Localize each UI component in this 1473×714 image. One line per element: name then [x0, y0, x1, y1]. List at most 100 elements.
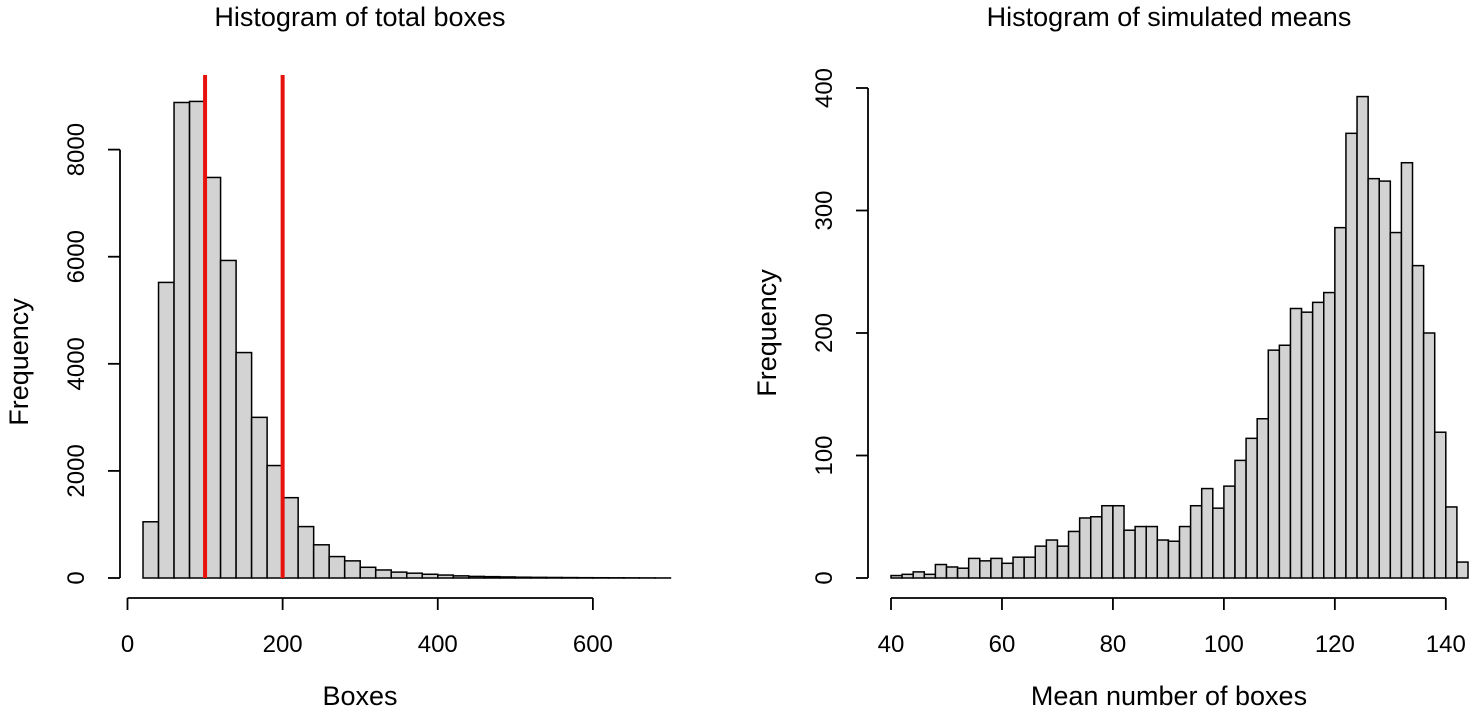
histogram-bar [545, 576, 563, 579]
histogram-bar [188, 100, 206, 579]
histogram-bar [1323, 291, 1336, 579]
histogram-bar [1189, 504, 1203, 579]
histogram-bar [328, 555, 346, 579]
histogram-bar [1234, 459, 1247, 579]
histogram-bar [956, 567, 970, 579]
chart-title: Histogram of total boxes [214, 2, 505, 32]
histogram-bar [1256, 418, 1270, 579]
histogram-bar [281, 496, 299, 579]
histogram-bar [405, 572, 424, 579]
histogram-bar [452, 575, 470, 579]
histogram-bar [934, 563, 948, 579]
histogram-bar [514, 576, 532, 579]
histogram-bar [142, 521, 160, 579]
histogram-bar [173, 101, 191, 579]
histogram-bar [1345, 132, 1358, 579]
histogram-bar [990, 557, 1003, 579]
x-tick-label: 100 [1204, 631, 1244, 658]
histogram-bar [1411, 264, 1425, 579]
histogram-bar [979, 560, 992, 579]
x-tick-label: 140 [1426, 631, 1466, 658]
histogram-bar [1278, 344, 1292, 579]
histogram-bar [483, 575, 501, 579]
histogram-bar [1433, 431, 1447, 579]
y-axis-label: Frequency [752, 269, 782, 397]
histogram-bar [1001, 562, 1014, 579]
histogram-bar [312, 544, 330, 579]
histogram-total-boxes: Histogram of total boxes Boxes Frequency… [4, 2, 672, 711]
histogram-bar [923, 573, 937, 579]
histogram-bar [1023, 556, 1036, 579]
histogram-bar [390, 571, 408, 579]
histogram-bar [374, 569, 392, 579]
histogram-bar [343, 560, 361, 579]
histogram-bar [1456, 561, 1469, 579]
histogram-bar [468, 575, 486, 579]
x-tick-label: 600 [573, 631, 613, 658]
histogram-bar [1101, 504, 1114, 579]
y-tick-label: 2000 [63, 444, 90, 497]
y-tick-label: 0 [811, 571, 838, 584]
bars [890, 95, 1469, 579]
histogram-bar [219, 259, 237, 579]
histogram-bar [530, 576, 548, 579]
histogram-bar [1389, 231, 1403, 579]
histogram-simulated-means: Histogram of simulated means Mean number… [752, 2, 1469, 711]
histogram-bar [1223, 485, 1236, 579]
histogram-bar [266, 464, 284, 579]
histogram-bar [1378, 180, 1392, 579]
histogram-bar [499, 576, 517, 579]
histogram-bar [1012, 556, 1025, 579]
reference-lines [203, 75, 285, 578]
x-axis-label: Boxes [322, 681, 397, 711]
histogram-bar [901, 573, 914, 579]
y-tick-label: 6000 [63, 230, 90, 283]
y-tick-label: 0 [63, 571, 90, 584]
y-tick-label: 400 [811, 68, 838, 108]
histogram-bar [1300, 311, 1314, 579]
histogram-bar [204, 176, 222, 579]
x-tick-label: 40 [878, 631, 905, 658]
histogram-bar [1067, 530, 1081, 579]
histogram-bar [1134, 525, 1147, 579]
histogram-bar [1112, 504, 1125, 579]
histogram-bar [1178, 525, 1192, 579]
histogram-bar [1123, 529, 1136, 579]
histogram-bar [1422, 332, 1436, 579]
y-axis: 0 2000 4000 6000 8000 [63, 123, 121, 585]
histogram-bar [1045, 539, 1059, 579]
histogram-bar [235, 351, 253, 579]
histogram-bar [297, 525, 315, 579]
histogram-bar [1212, 507, 1225, 579]
histogram-bar [1445, 506, 1458, 579]
x-tick-label: 400 [418, 631, 458, 658]
histogram-bar [1289, 307, 1303, 579]
y-axis: 0 100 200 300 400 [811, 68, 869, 585]
histogram-bar [1034, 545, 1048, 579]
y-axis-label: Frequency [4, 298, 34, 426]
chart-title: Histogram of simulated means [987, 2, 1352, 32]
histogram-bar [1078, 517, 1092, 579]
histogram-bar [1311, 301, 1325, 579]
histogram-bar [1267, 349, 1281, 579]
y-tick-label: 8000 [63, 123, 90, 176]
y-tick-label: 4000 [63, 337, 90, 390]
histogram-bar [1367, 177, 1380, 579]
y-tick-label: 200 [811, 313, 838, 353]
histogram-bar [1145, 525, 1159, 579]
histogram-bar [1056, 545, 1070, 579]
x-axis: 0 200 400 600 [121, 597, 613, 658]
histogram-bar [1200, 487, 1214, 579]
x-axis-label: Mean number of boxes [1031, 681, 1307, 711]
histogram-bar [945, 566, 959, 579]
x-tick-label: 200 [263, 631, 303, 658]
x-tick-label: 80 [1100, 631, 1127, 658]
histogram-bar [359, 566, 377, 579]
histogram-bar [1089, 516, 1103, 579]
x-tick-label: 60 [989, 631, 1016, 658]
y-tick-label: 100 [811, 435, 838, 475]
x-axis: 40 60 80 100 120 140 [878, 597, 1466, 658]
histogram-bar [157, 281, 175, 579]
y-tick-label: 300 [811, 190, 838, 230]
